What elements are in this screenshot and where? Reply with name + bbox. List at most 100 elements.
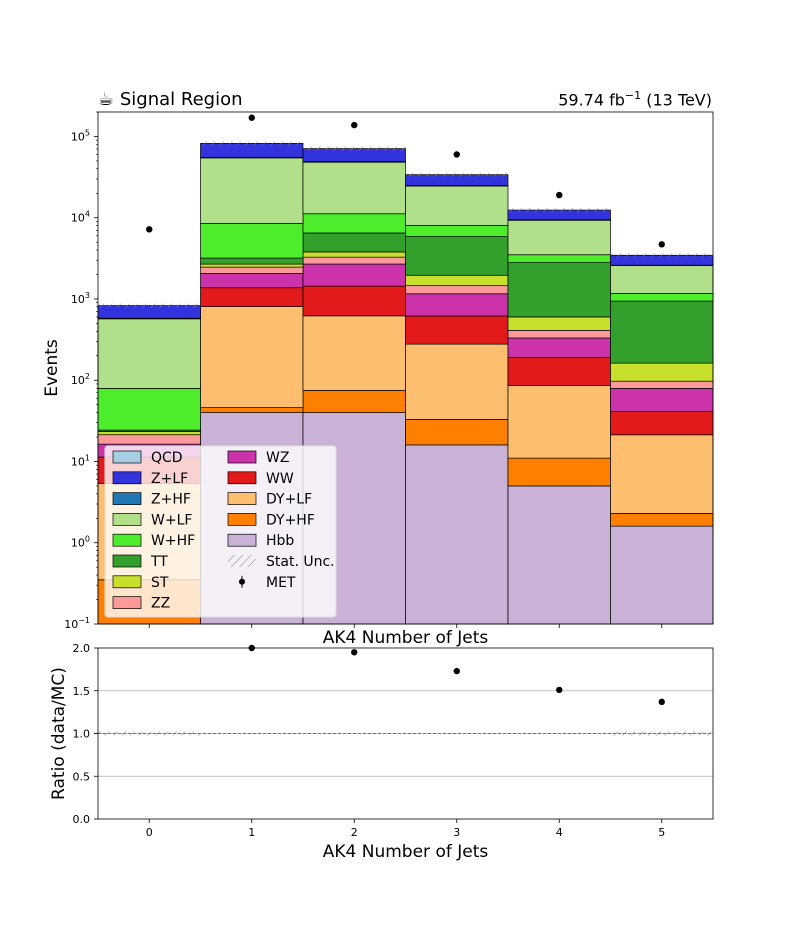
legend-swatch-z-hf [112,492,142,505]
y-tick-label: 104 [71,210,90,225]
bar-wz-2 [302,263,406,287]
coffee-icon: ☕ [98,89,115,110]
bar-dy-lf-5 [610,434,714,514]
main-x-axis-label: AK4 Number of Jets [323,628,489,648]
bar-w-lf-1 [200,157,304,224]
y-tick-label: 101 [71,453,90,468]
stat-unc-band-5 [610,253,713,258]
ratio-x-tick-label: 4 [556,826,563,839]
bar-wz-1 [200,273,304,289]
ratio-y-tick-label: 0.5 [73,770,91,783]
legend-label-met: MET [266,575,296,591]
bar-ww-1 [200,287,304,307]
legend-label-hbb: Hbb [266,533,294,549]
bar-wz-5 [610,388,714,412]
legend-label-dy-lf: DY+LF [266,492,312,508]
bar-tt-5 [610,300,714,364]
energy-value: (13 TeV) [646,90,712,110]
legend-swatch-wz [227,450,257,464]
y-tick-label: 105 [71,128,90,143]
bar-w-hf-0 [97,388,201,431]
chart-title: ☕ Signal Region [98,89,243,110]
legend-label-tt: TT [150,554,168,570]
legend-box [104,445,337,618]
bar-ww-2 [302,285,406,317]
legend-label-dy-hf: DY+HF [266,512,315,528]
main-axes-frame [97,111,714,625]
bar-zz-0 [97,434,201,445]
bar-dy-hf-5 [610,513,714,527]
bar-st-0 [97,431,201,436]
ratio-y-tick-label: 2.0 [73,642,91,655]
ratio-y-tick-label: 0.0 [73,813,91,826]
stat-unc-band-1 [200,141,303,146]
ratio-y-tick-label: 1.0 [73,728,91,741]
bar-w-lf-0 [97,318,201,389]
bar-zz-2 [302,256,406,265]
bar-w-hf-4 [507,254,611,263]
ratio-x-tick-label: 5 [658,826,665,839]
bar-ww-3 [405,315,509,345]
bar-dy-lf-3 [405,343,509,420]
bar-wz-3 [405,293,509,317]
main-y-axis-label: Events [42,339,62,397]
bar-w-hf-3 [405,224,509,237]
legend-label-wz: WZ [266,450,289,466]
ratio-x-tick-label: 0 [146,826,153,839]
bar-dy-lf-4 [507,385,611,459]
bar-zz-1 [200,266,304,274]
y-tick-label: 100 [71,535,90,550]
y-tick-label: 103 [71,291,90,306]
met-point-0 [146,226,153,233]
bar-w-lf-2 [302,161,406,215]
met-point-2 [351,121,358,129]
bar-dy-lf-2 [302,315,406,391]
legend-label-zz: ZZ [151,596,170,612]
ratio-x-axis-label: AK4 Number of Jets [323,842,489,862]
legend-swatch-dy-lf [227,492,257,505]
legend-marker-met [239,578,245,585]
bar-dy-hf-1 [200,407,304,413]
bar-w-hf-2 [302,213,406,234]
bar-tt-4 [507,262,611,318]
bar-hbb-4 [507,485,611,625]
bar-st-2 [302,251,406,258]
bar-st-4 [507,316,611,331]
bar-ww-4 [507,357,611,386]
bar-w-hf-1 [200,223,304,259]
bar-wz-4 [507,337,611,358]
legend-label-st: ST [151,575,169,591]
bar-st-1 [200,263,304,268]
ratio-x-tick-label: 1 [248,826,255,839]
stat-unc-band-2 [303,146,406,151]
legend-swatch-zz [112,596,142,609]
legend-swatch-w-hf [112,533,142,547]
ratio-point-4 [556,686,563,694]
legend-swatch-dy-hf [227,513,257,526]
ratio-panel: 0.0 0.5 1.0 1.5 2.0 0 1 2 3 4 5 AK4 Number of Jets R… [49,642,714,862]
legend-swatch-z-lf [112,471,142,485]
ratio-y-axis-label: Ratio (data/MC) [49,667,69,800]
stat-unc-band-0 [98,303,201,308]
legend-swatch-stat-unc [228,555,256,567]
ratio-point-5 [658,698,665,706]
legend-swatch-tt [112,554,142,568]
ratio-point-2 [351,649,358,656]
ratio-x-tick-label: 3 [453,826,460,839]
legend-swatch-st [112,575,142,589]
ratio-point-3 [453,667,460,675]
legend-label-w-lf: W+LF [151,512,192,528]
bar-hbb-3 [405,444,509,625]
legend-swatch-ww [227,471,257,485]
bar-dy-hf-2 [302,390,406,413]
met-point-1 [248,114,255,121]
bar-dy-hf-4 [507,457,611,487]
stat-unc-band-3 [405,172,508,177]
bar-w-lf-3 [405,185,509,226]
ratio-unc-band-0 [98,731,201,736]
ratio-axes-frame [97,647,714,820]
legend-label-stat-unc-: Stat. Unc. [266,554,335,570]
legend-label-w-hf: W+HF [151,533,195,549]
bar-w-hf-5 [610,293,714,302]
